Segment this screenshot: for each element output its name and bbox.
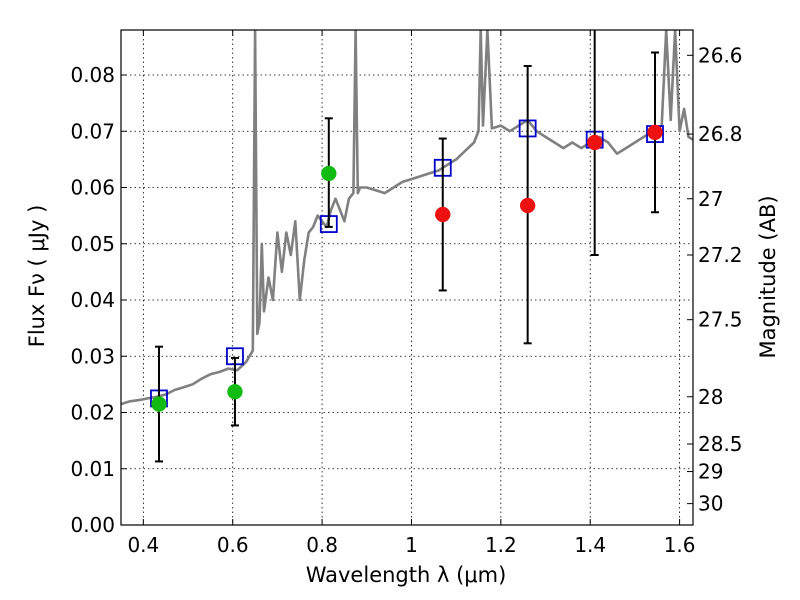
y-tick-label: 0.00 <box>70 513 115 537</box>
y-tick-label: 0.04 <box>70 288 115 312</box>
x-tick-label: 0.6 <box>217 533 249 557</box>
right-tick-label: 29 <box>698 460 723 484</box>
x-tick-label: 1 <box>405 533 418 557</box>
model-spectrum-line <box>121 30 693 406</box>
grid-layer <box>121 30 693 525</box>
y-tick-label: 0.03 <box>70 344 115 368</box>
measurement-point <box>435 206 451 223</box>
plot-frame <box>120 29 694 526</box>
right-tick-label: 27.5 <box>698 308 743 332</box>
right-tick-label: 28 <box>698 385 723 409</box>
measurement-point <box>151 396 167 412</box>
marker-layer <box>150 30 664 463</box>
y-tick-label: 0.02 <box>70 401 115 425</box>
y-right-axis-label: Magnitude (AB) <box>756 195 780 358</box>
y-tick-label: 0.01 <box>70 457 115 481</box>
measurement-point <box>519 197 536 214</box>
y-tick-label: 0.08 <box>70 63 115 87</box>
right-tick-label: 30 <box>698 492 723 516</box>
x-tick-label: 1.6 <box>664 533 696 557</box>
x-tick-label: 0.8 <box>306 533 338 557</box>
y-axis-label: Flux Fν ( μJy ) <box>25 205 49 348</box>
right-tick-label: 27.2 <box>698 243 743 267</box>
right-tick-label: 26.6 <box>698 43 743 67</box>
measurement-point <box>321 165 337 182</box>
x-tick-label: 0.4 <box>127 533 159 557</box>
tick-layer: 0.4 0.6 0.8 1 1.2 1.4 1.6 0.00 0.01 0.02 0.03 0.04 0… <box>70 30 743 557</box>
measurement-point <box>227 383 243 400</box>
right-tick-label: 27 <box>698 187 723 211</box>
y-tick-label: 0.05 <box>70 232 115 256</box>
right-tick-label: 26.8 <box>698 122 743 146</box>
y-tick-label: 0.07 <box>70 119 115 143</box>
x-axis-label: Wavelength λ (μm) <box>306 563 507 587</box>
x-tick-label: 1.2 <box>485 533 517 557</box>
measurement-point <box>586 134 603 151</box>
y-tick-label: 0.06 <box>70 176 115 200</box>
measurement-point <box>647 124 663 141</box>
right-tick-label: 28.5 <box>698 432 743 456</box>
x-tick-label: 1.4 <box>574 533 606 557</box>
spectrum-layer <box>121 30 693 406</box>
